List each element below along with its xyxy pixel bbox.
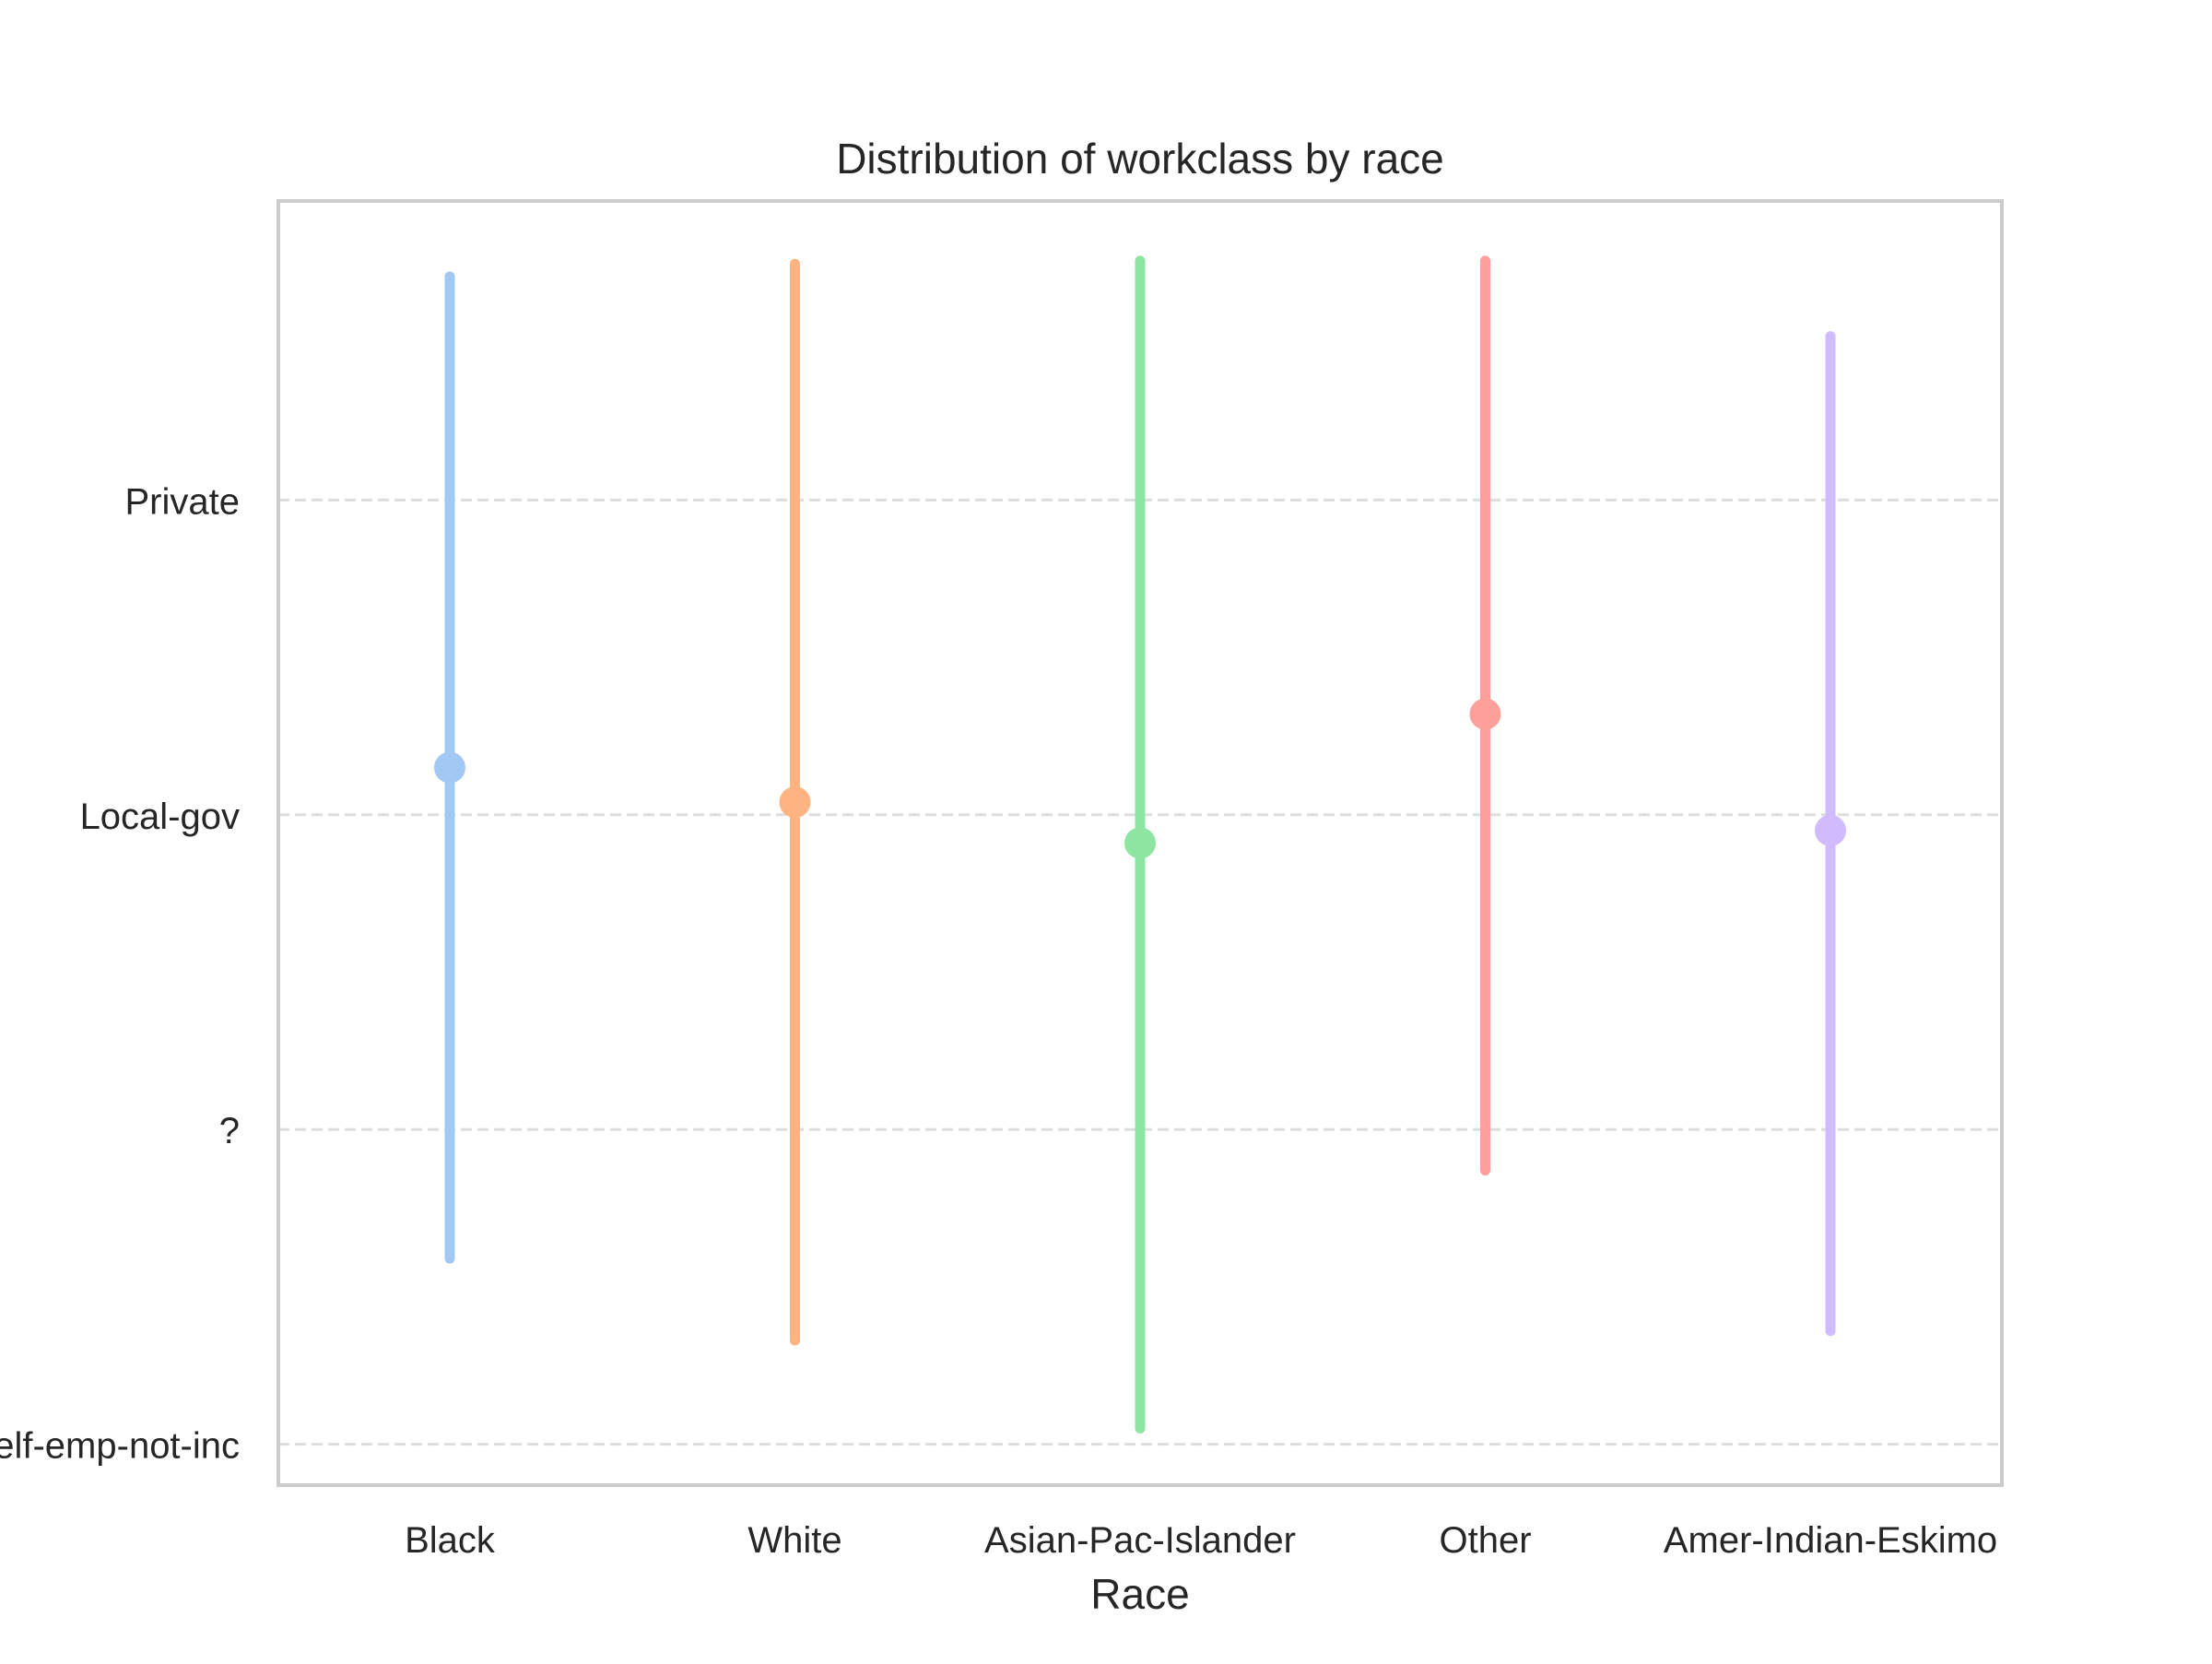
y-tick-label: ? [219, 1111, 240, 1151]
data-series [434, 255, 1846, 1434]
x-tick-label: Black [405, 1520, 496, 1561]
y-tick-label: Self-emp-not-inc [0, 1426, 240, 1467]
point-marker [1469, 698, 1501, 730]
grid-lines [278, 498, 2002, 1446]
y-tick-label: Local-gov [80, 797, 240, 837]
x-tick-label: Other [1439, 1520, 1531, 1561]
x-axis-label: Race [1090, 1570, 1189, 1618]
point-marker [434, 751, 465, 784]
chart-title: Distribution of workclass by race [836, 135, 1444, 183]
x-tick-label: Asian-Pac-Islander [984, 1520, 1296, 1561]
x-tick-labels: Black White Asian-Pac-Islander Other Amer-In… [405, 1520, 1997, 1561]
y-tick-label: Private [125, 481, 241, 522]
point-marker [1124, 827, 1156, 859]
y-tick-labels: Private Local-gov? Self-emp-not-inc [0, 481, 240, 1466]
point-marker [1815, 814, 1846, 846]
x-tick-label: White [747, 1520, 841, 1561]
x-tick-label: Amer-Indian-Eskimo [1664, 1520, 1997, 1561]
point-marker [779, 786, 811, 819]
plot-frame [276, 199, 2004, 1487]
